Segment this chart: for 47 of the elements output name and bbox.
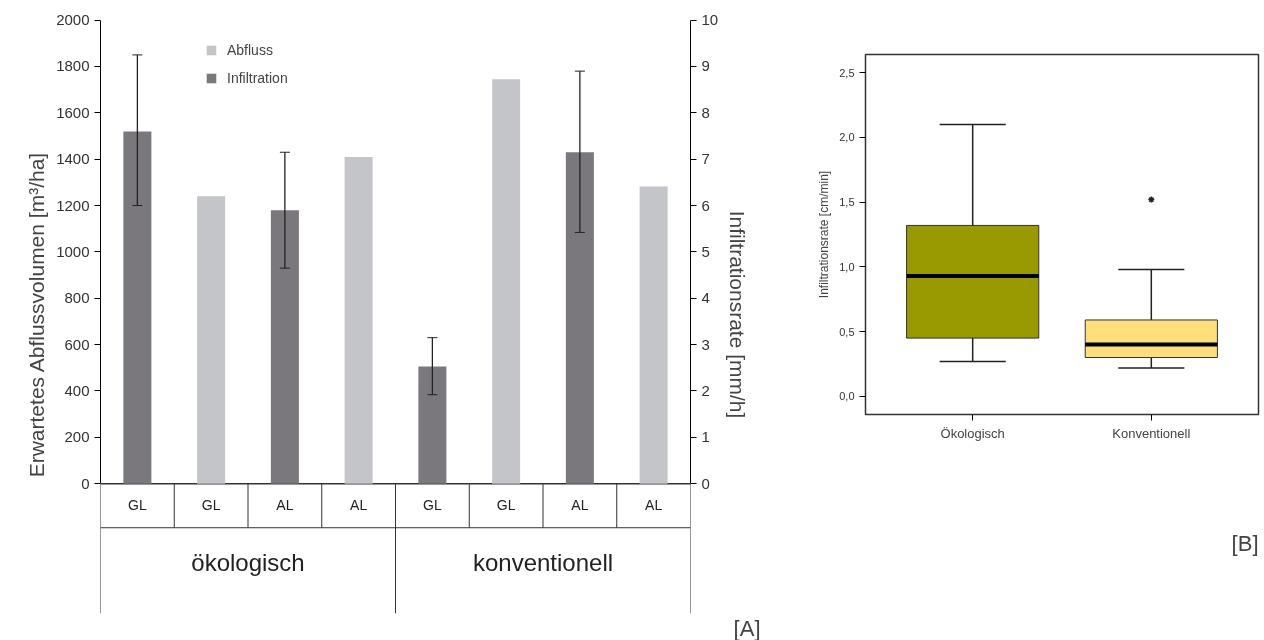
text: [A] xyxy=(733,615,761,640)
legend-label: Infiltration xyxy=(227,70,288,86)
x-tick-label: Ökologisch xyxy=(940,425,1005,441)
x-tick-label: GL xyxy=(128,496,147,513)
y-tick-label: 400 xyxy=(64,381,90,399)
y2-tick-label: 4 xyxy=(701,289,710,307)
y2-tick-label: 10 xyxy=(701,11,719,29)
y-tick-label: 1400 xyxy=(56,150,90,168)
y2-tick-label: 5 xyxy=(701,242,710,260)
y2-tick-label: 7 xyxy=(701,150,710,168)
y-tick-label: 1000 xyxy=(56,242,90,260)
y-tick-label: 1800 xyxy=(56,57,90,75)
y-tick-label: 1600 xyxy=(56,103,90,121)
y-tick-label: 0,5 xyxy=(839,325,855,338)
y-tick-label: 2,5 xyxy=(839,66,855,79)
x-tick-label: GL xyxy=(423,496,442,513)
y-tick-label: 2,0 xyxy=(839,131,855,144)
y-tick-label: 600 xyxy=(64,335,90,353)
text: [B] xyxy=(1231,530,1259,556)
x-tick-label: Konventionell xyxy=(1112,425,1191,441)
y2-tick-label: 8 xyxy=(701,103,710,121)
y-tick-label: 2000 xyxy=(56,11,90,29)
y2-tick-label: 3 xyxy=(701,335,710,353)
x-tick-label: AL xyxy=(276,496,294,513)
y-tick-label: 1200 xyxy=(56,196,90,214)
y2-tick-label: 1 xyxy=(701,428,710,446)
x-tick-label: AL xyxy=(571,496,589,513)
y2-tick-label: 6 xyxy=(701,196,710,214)
y2-axis-title: Infiltrationsrate [mm/h] xyxy=(726,210,750,419)
y-axis-title: Erwartetes Abflussvolumen [m³/ha] xyxy=(25,152,49,478)
x-tick-label: AL xyxy=(350,496,368,513)
x-tick-label: AL xyxy=(645,496,663,513)
y2-tick-label: 0 xyxy=(701,474,710,492)
y-tick-label: 0 xyxy=(81,474,90,492)
y-tick-label: 0,0 xyxy=(839,390,855,403)
y2-tick-label: 2 xyxy=(701,381,710,399)
y2-tick-label: 9 xyxy=(701,57,710,75)
legend-label: Abfluss xyxy=(227,42,273,58)
text: konventionell xyxy=(472,549,614,577)
y-tick-label: 800 xyxy=(64,289,90,307)
x-tick-label: GL xyxy=(496,496,516,513)
y-tick-label: 1,5 xyxy=(839,196,855,209)
y-tick-label: 200 xyxy=(64,428,90,446)
y-tick-label: 1,0 xyxy=(839,260,855,273)
x-tick-label: GL xyxy=(201,496,221,513)
text: ökologisch xyxy=(191,549,305,577)
y-axis-title: Infiltrationsrate [cm/min] xyxy=(817,170,832,299)
